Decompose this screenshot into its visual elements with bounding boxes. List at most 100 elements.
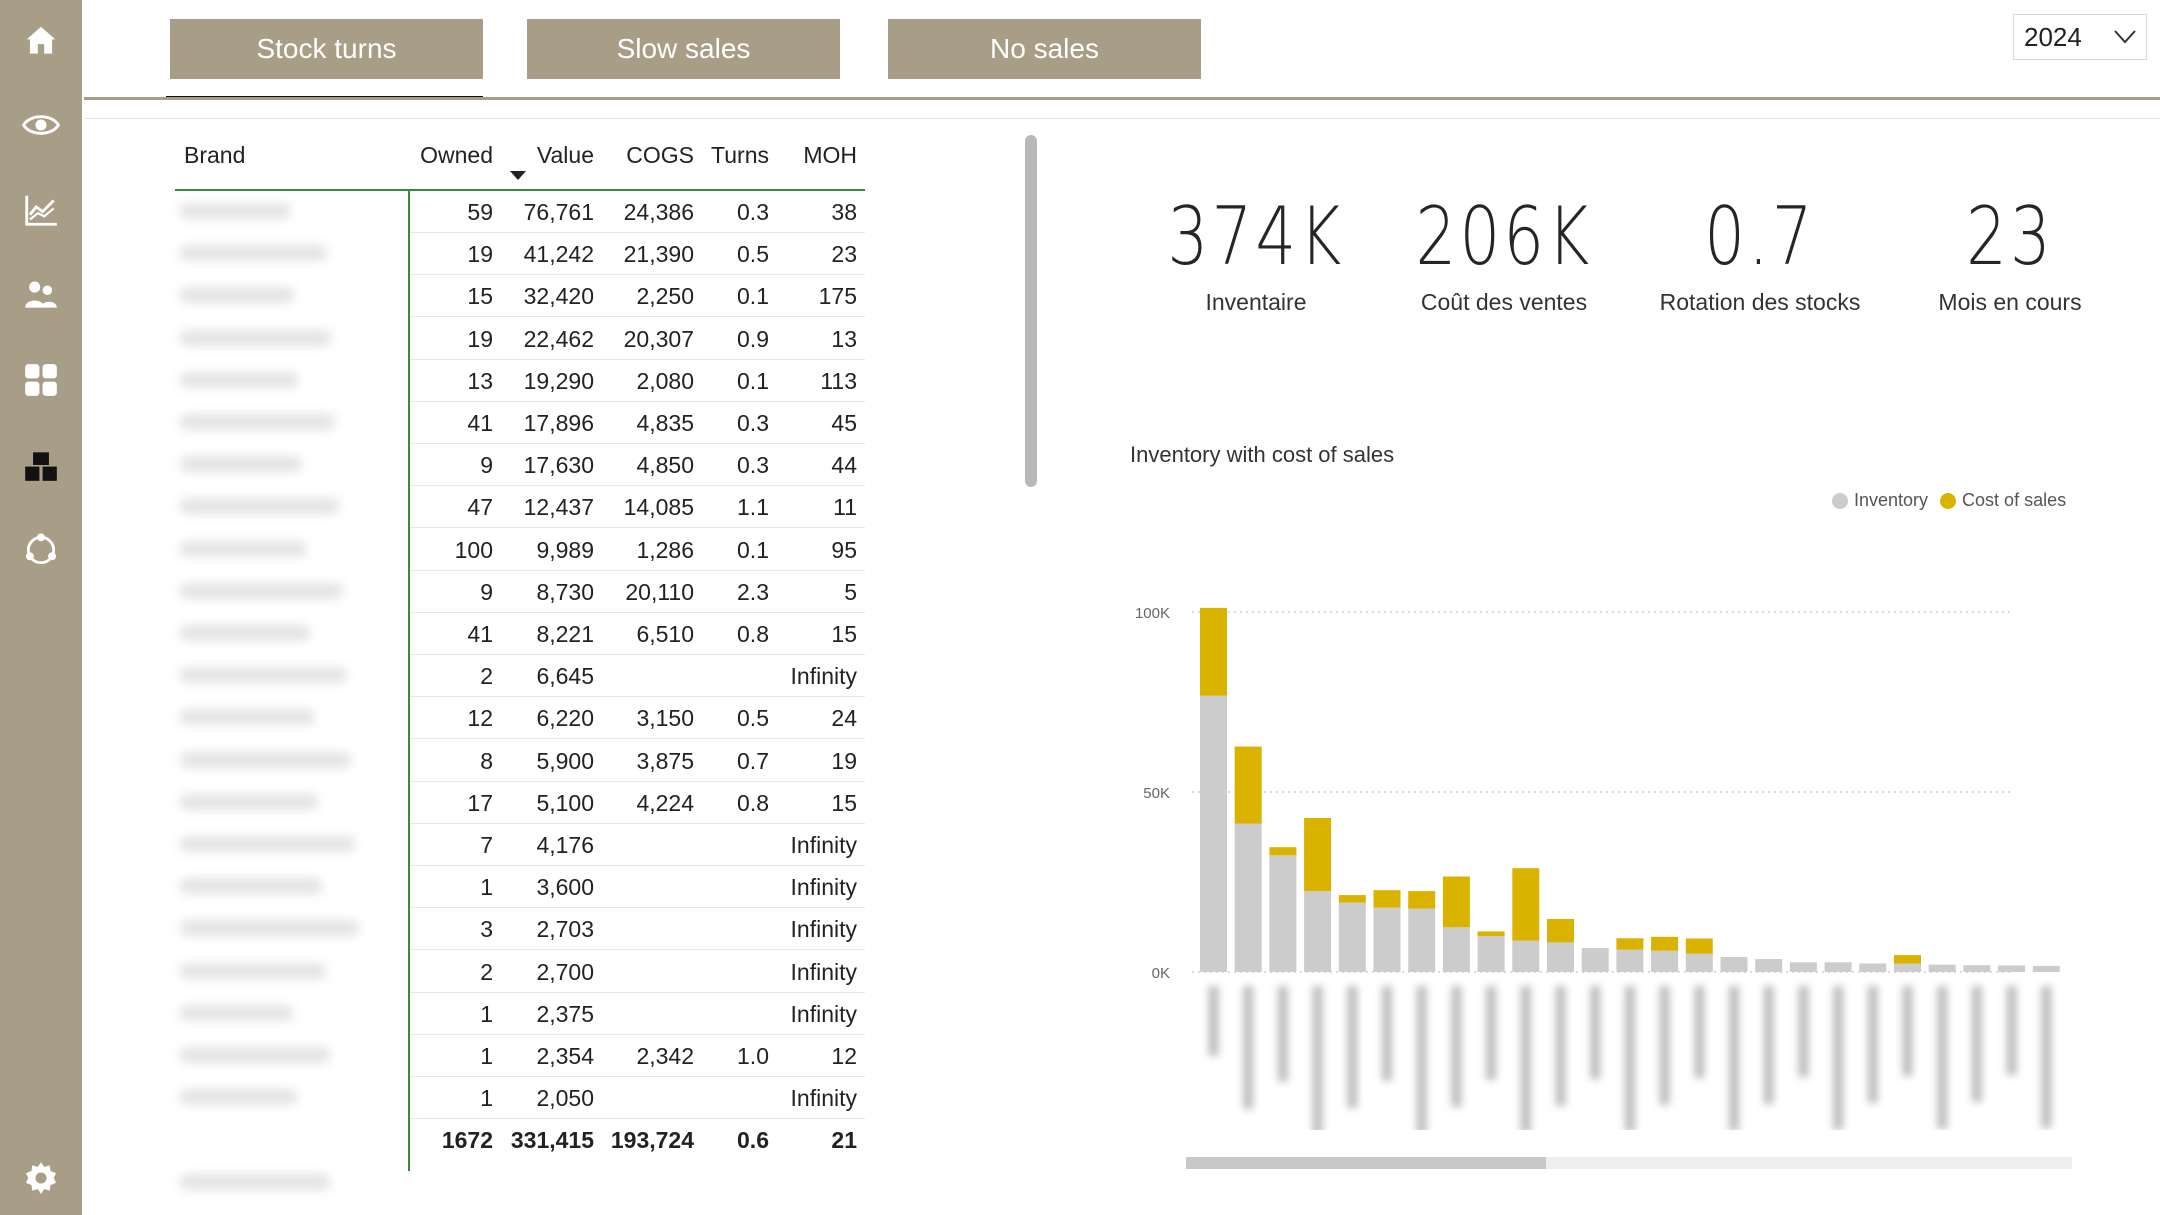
table-row[interactable]: 7 4,176 Infinity — [175, 824, 865, 866]
bar-inventory[interactable] — [1304, 891, 1332, 972]
bar-cost-of-sales[interactable] — [1304, 818, 1332, 892]
row-divider — [410, 232, 865, 233]
bar-cost-of-sales[interactable] — [1373, 890, 1401, 908]
x-tick-label-redacted — [2006, 986, 2017, 1075]
tab-stock-turns[interactable]: Stock turns — [170, 19, 483, 79]
cell-owned: 12 — [467, 705, 493, 732]
x-tick-label-redacted — [1937, 986, 1948, 1129]
bar-inventory[interactable] — [1824, 962, 1852, 972]
bar-cost-of-sales[interactable] — [1651, 936, 1679, 951]
bar-inventory[interactable] — [1928, 964, 1956, 972]
bar-inventory[interactable] — [1200, 695, 1227, 972]
bar-inventory[interactable] — [2032, 965, 2060, 972]
bar-inventory[interactable] — [1685, 953, 1713, 972]
header-owned[interactable]: Owned — [420, 142, 493, 168]
bar-inventory[interactable] — [1408, 908, 1436, 972]
table-scrollbar[interactable] — [1025, 135, 1037, 487]
brand-name-redacted — [180, 287, 294, 304]
bar-inventory[interactable] — [1234, 823, 1262, 972]
table-row[interactable]: 19 41,242 21,390 0.5 23 — [175, 233, 865, 276]
bar-cost-of-sales[interactable] — [1894, 955, 1921, 964]
bar-cost-of-sales[interactable] — [1685, 938, 1713, 954]
legend-cost-of-sales-label[interactable]: Cost of sales — [1962, 490, 2067, 510]
people-icon[interactable] — [17, 271, 65, 319]
table-row[interactable]: 8 5,900 3,875 0.7 19 — [175, 740, 865, 782]
table-row[interactable]: 100 9,989 1,286 0.1 95 — [175, 529, 865, 571]
bar-cost-of-sales[interactable] — [1442, 876, 1470, 928]
table-row[interactable]: 59 76,761 24,386 0.3 38 — [175, 191, 865, 233]
table-row[interactable]: 12 6,220 3,150 0.5 24 — [175, 697, 865, 740]
header-turns[interactable]: Turns — [711, 142, 769, 168]
bar-inventory[interactable] — [1338, 902, 1366, 972]
bar-inventory[interactable] — [1547, 942, 1574, 972]
header-brand[interactable]: Brand — [184, 142, 246, 168]
table-row[interactable]: 41 8,221 6,510 0.8 15 — [175, 613, 865, 655]
bar-cost-of-sales[interactable] — [1234, 746, 1262, 824]
bar-cost-of-sales[interactable] — [1512, 868, 1540, 941]
line-chart-icon[interactable] — [17, 186, 65, 234]
table-row[interactable]: 15 32,420 2,250 0.1 175 — [175, 275, 865, 318]
bar-inventory[interactable] — [1269, 855, 1297, 972]
table-row[interactable]: 13 19,290 2,080 0.1 113 — [175, 360, 865, 402]
cell-turns: 0.8 — [737, 789, 769, 816]
table-row[interactable]: 1 2,050 Infinity — [175, 1077, 865, 1120]
bar-inventory[interactable] — [1859, 963, 1887, 972]
sort-desc-icon[interactable] — [510, 171, 526, 180]
bar-cost-of-sales[interactable] — [1200, 607, 1227, 696]
bar-cost-of-sales[interactable] — [1616, 938, 1644, 950]
boxes-icon[interactable] — [17, 441, 65, 489]
kpi-cost-of-sales-value: 206K — [1415, 190, 1593, 283]
cell-value: 5,100 — [536, 789, 594, 816]
bar-cost-of-sales[interactable] — [1477, 931, 1505, 937]
bar-inventory[interactable] — [1373, 907, 1401, 972]
chart-scroll-thumb[interactable] — [1186, 1157, 1546, 1169]
bar-inventory[interactable] — [1789, 962, 1817, 972]
bar-inventory[interactable] — [1651, 950, 1679, 972]
bar-inventory[interactable] — [1755, 959, 1783, 972]
bar-inventory[interactable] — [1720, 956, 1748, 972]
bar-inventory[interactable] — [1477, 936, 1505, 972]
dashboard-icon[interactable] — [17, 356, 65, 404]
bar-inventory[interactable] — [1442, 927, 1470, 972]
bar-inventory[interactable] — [1512, 940, 1540, 972]
bar-cost-of-sales[interactable] — [1408, 891, 1436, 909]
header-cogs[interactable]: COGS — [626, 142, 694, 168]
bar-cost-of-sales[interactable] — [1338, 895, 1366, 903]
legend-inventory-label[interactable]: Inventory — [1854, 490, 1929, 510]
row-divider — [410, 865, 865, 866]
eye-icon[interactable] — [17, 101, 65, 149]
tab-no-sales[interactable]: No sales — [888, 19, 1201, 79]
header-value[interactable]: Value — [536, 142, 594, 168]
table-row[interactable]: 2 2,700 Infinity — [175, 951, 865, 993]
network-icon[interactable] — [17, 526, 65, 574]
table-row[interactable]: 1 2,375 Infinity — [175, 993, 865, 1035]
tab-slow-sales[interactable]: Slow sales — [527, 19, 840, 79]
table-row[interactable]: 17 5,100 4,224 0.8 15 — [175, 782, 865, 824]
table-row[interactable]: 2 6,645 Infinity — [175, 655, 865, 698]
bar-cost-of-sales[interactable] — [1547, 918, 1574, 943]
gear-icon[interactable] — [17, 1154, 65, 1202]
table-row[interactable]: 3 2,703 Infinity — [175, 908, 865, 951]
cell-turns: 0.7 — [737, 747, 769, 774]
bar-inventory[interactable] — [1616, 949, 1644, 972]
table-total-row[interactable]: 1672 331,415 193,724 0.6 21 — [175, 1119, 865, 1161]
table-row[interactable]: 9 17,630 4,850 0.3 44 — [175, 444, 865, 487]
bar-inventory[interactable] — [1998, 965, 2026, 972]
cell-owned: 3 — [480, 916, 493, 943]
bar-inventory[interactable] — [1963, 965, 1991, 972]
cell-turns: 0.1 — [737, 367, 769, 394]
cell-owned: 47 — [467, 494, 493, 521]
bar-cost-of-sales[interactable] — [1269, 847, 1297, 856]
table-row[interactable]: 19 22,462 20,307 0.9 13 — [175, 318, 865, 360]
cell-cogs: 3,875 — [636, 747, 694, 774]
table-row[interactable]: 1 2,354 2,342 1.0 12 — [175, 1035, 865, 1077]
bar-inventory[interactable] — [1894, 963, 1921, 972]
table-row[interactable]: 47 12,437 14,085 1.1 11 — [175, 486, 865, 529]
header-moh[interactable]: MOH — [803, 142, 857, 168]
home-icon[interactable] — [17, 17, 65, 65]
table-row[interactable]: 9 8,730 20,110 2.3 5 — [175, 571, 865, 613]
year-dropdown[interactable]: 2024 — [2013, 14, 2147, 60]
bar-inventory[interactable] — [1581, 948, 1609, 972]
table-row[interactable]: 41 17,896 4,835 0.3 45 — [175, 402, 865, 444]
table-row[interactable]: 1 3,600 Infinity — [175, 866, 865, 909]
